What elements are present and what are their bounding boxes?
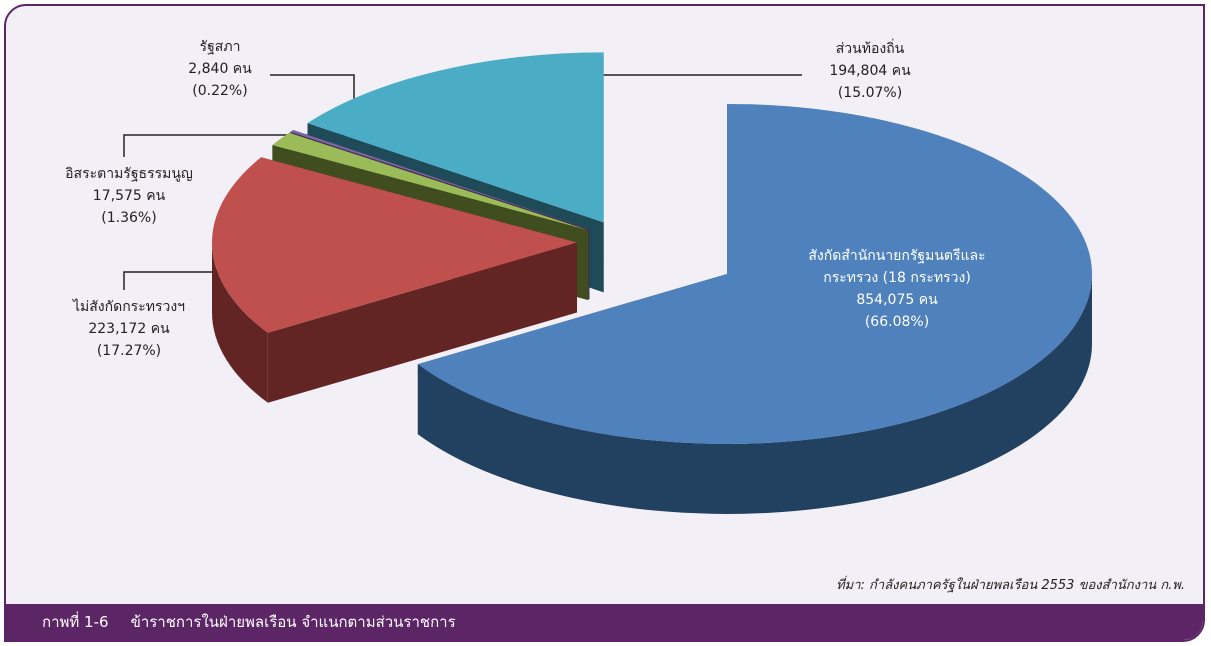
value-label: 194,804 คน [829,63,911,79]
data-label: ไม่สังกัดกระทรวงฯ 223,172 คน (17.27%) [73,296,185,362]
value-label: (66.08%) [864,314,930,330]
value-label: 17,575 คน [92,188,166,204]
slice [417,103,1093,514]
data-label: ส่วนท้องถิ่น 194,804 คน (15.07%) [829,38,910,104]
category-label: อิสระตามรัฐธรรมนูญ [65,166,193,182]
slice-wall [417,273,1093,514]
slice-top [307,52,604,223]
category-label: ส่วนท้องถิ่น [835,41,905,57]
value-label: (17.27%) [96,343,162,359]
slice-top [272,132,589,231]
leader-line [123,271,247,290]
slice-wall [212,242,268,403]
value-label: (15.07%) [837,85,903,101]
category-label: รัฐสภา [199,39,241,55]
slice-top [290,129,590,230]
slice-top [212,157,578,333]
leader-line [123,134,347,157]
chart-title: ข้าราชการในฝ่ายพลเรือน จำแนกตามส่วนราชกา… [130,613,456,631]
caption-bar: กาพที่ 1-6 ข้าราชการในฝ่ายพลเรือน จำแนกตา… [6,604,1203,640]
data-label: รัฐสภา 2,840 คน (0.22%) [188,36,251,102]
figure-label: กาพที่ 1-6 [42,613,109,631]
value-label: (0.22%) [192,83,248,99]
slice-top [417,103,1093,444]
slice [212,157,578,403]
value-label: (1.36%) [101,210,157,226]
source-note: ที่มา: กำลังคนภาครัฐในฝ่ายพลเรือน 2553 ข… [836,578,1185,593]
chart [123,52,1093,514]
category-label: ไม่สังกัดกระทรวงฯ [72,299,186,315]
category-label: สังกัดสำนักนายกรัฐมนตรีและกระทรวง (18 กร… [808,248,986,286]
data-label: อิสระตามรัฐธรรมนูญ 17,575 คน (1.36%) [65,163,193,229]
chart-panel: ที่มา: กำลังคนภาครัฐในฝ่ายพลเรือน 2553 ข… [4,4,1205,642]
value-label: 223,172 คน [88,321,170,337]
data-label: สังกัดสำนักนายกรัฐมนตรีและกระทรวง (18 กร… [782,245,1012,333]
value-label: 2,840 คน [188,61,252,77]
value-label: 854,075 คน [856,292,938,308]
